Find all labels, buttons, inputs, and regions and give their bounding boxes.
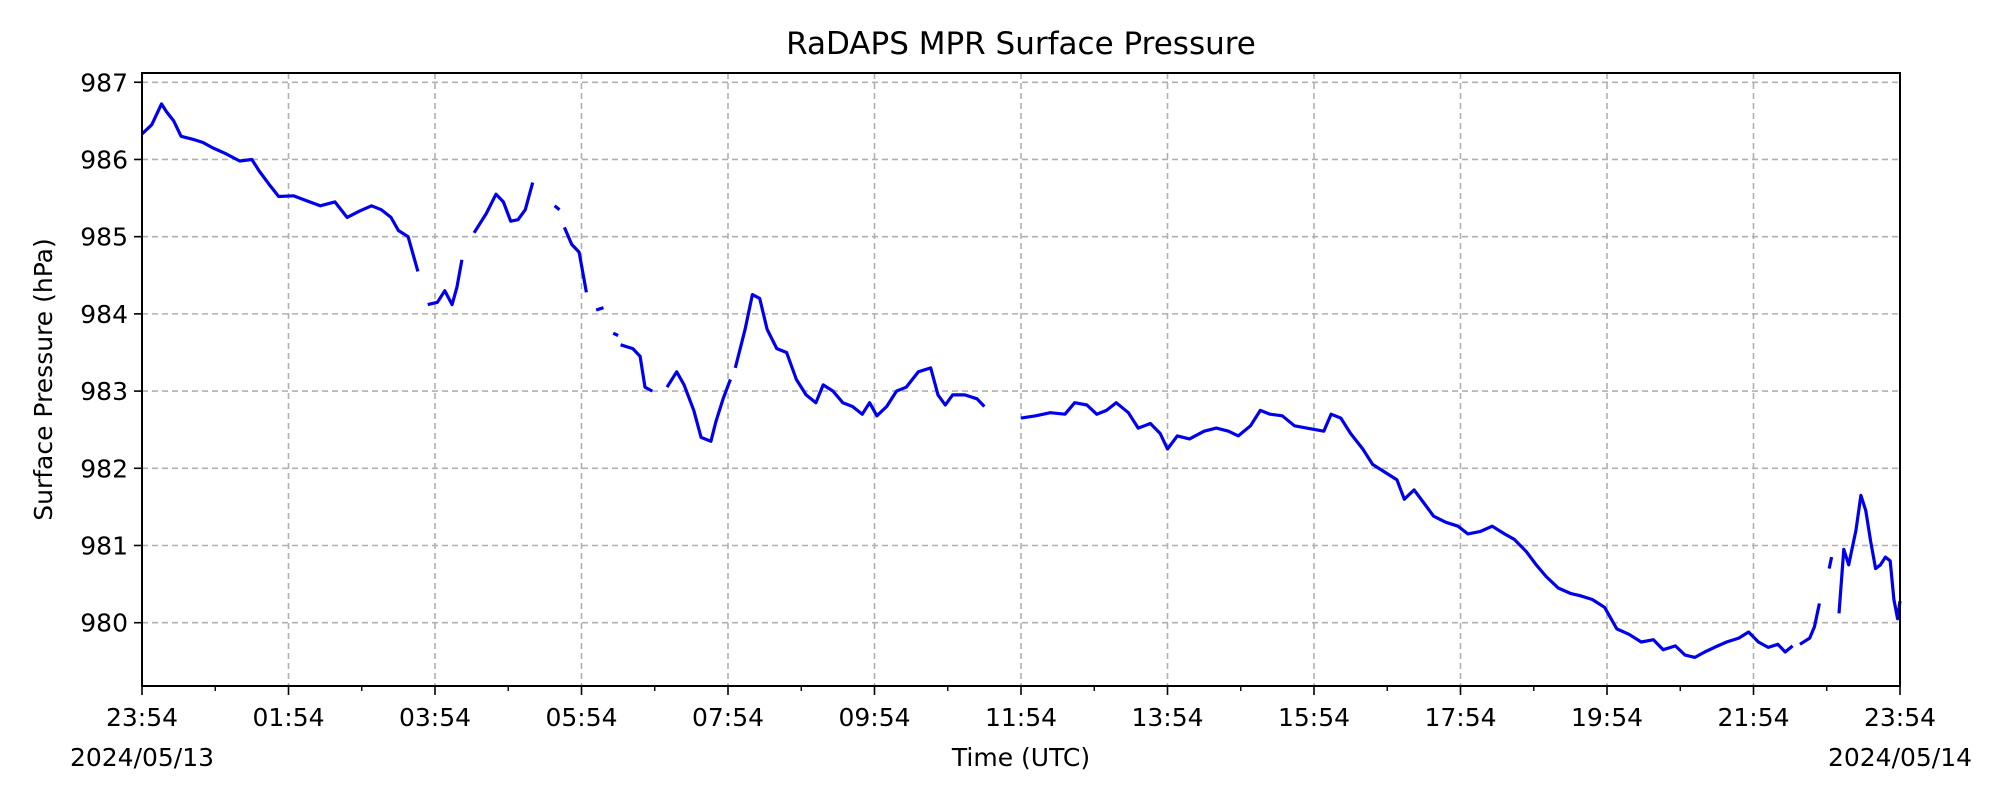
x-tick-label: 15:54 (1278, 703, 1350, 732)
pressure-line-segment (620, 343, 654, 393)
pressure-line-segment (1827, 556, 1834, 569)
y-axis-label: Surface Pressure (hPa) (29, 238, 58, 521)
x-tick-label: 11:54 (985, 703, 1057, 732)
pressure-line-segment (1837, 493, 1902, 621)
x-tick-label: 03:54 (399, 703, 471, 732)
pressure-line-segment (612, 331, 619, 337)
y-tick-label: 986 (80, 145, 128, 174)
x-tick-label: 13:54 (1131, 703, 1203, 732)
x-tick-label: 23:54 (106, 703, 178, 732)
pressure-line-segment (472, 182, 535, 234)
x-tick-label: 09:54 (838, 703, 910, 732)
grid (142, 73, 1900, 686)
x-tick-label: 23:54 (1864, 703, 1936, 732)
y-tick-label: 983 (80, 377, 128, 406)
chart-title: RaDAPS MPR Surface Pressure (786, 26, 1256, 62)
x-tick-label: 19:54 (1571, 703, 1643, 732)
x-start-date-label: 2024/05/13 (70, 743, 214, 772)
pressure-line-segment (562, 226, 588, 293)
x-tick-label: 01:54 (252, 703, 324, 732)
x-end-date-label: 2024/05/14 (1828, 743, 1972, 772)
pressure-line-segment (140, 102, 420, 272)
y-tick-label: 985 (80, 223, 128, 252)
pressure-line-segment (665, 370, 732, 443)
x-tick-label: 07:54 (692, 703, 764, 732)
pressure-line-segment (1799, 603, 1821, 646)
series-line-group (140, 102, 1902, 660)
pressure-line-segment (427, 259, 464, 307)
pressure-line-segment (553, 204, 561, 211)
y-tick-label: 981 (80, 531, 128, 560)
pressure-line-segment (733, 293, 986, 418)
pressure-line-segment (595, 306, 604, 312)
x-axis-label: Time (UTC) (951, 743, 1090, 772)
x-tick-label: 21:54 (1717, 703, 1789, 732)
y-tick-label: 982 (80, 454, 128, 483)
y-tick-label: 987 (80, 68, 128, 97)
x-tick-label: 17:54 (1424, 703, 1496, 732)
pressure-line-segment (1020, 401, 1794, 660)
y-tick-label: 980 (80, 609, 128, 638)
axes: 980 981 982 983 984 985 986 987 23:54 01:54 03:54 0… (80, 68, 1936, 732)
x-tick-label: 05:54 (545, 703, 617, 732)
y-tick-label: 984 (80, 300, 128, 329)
